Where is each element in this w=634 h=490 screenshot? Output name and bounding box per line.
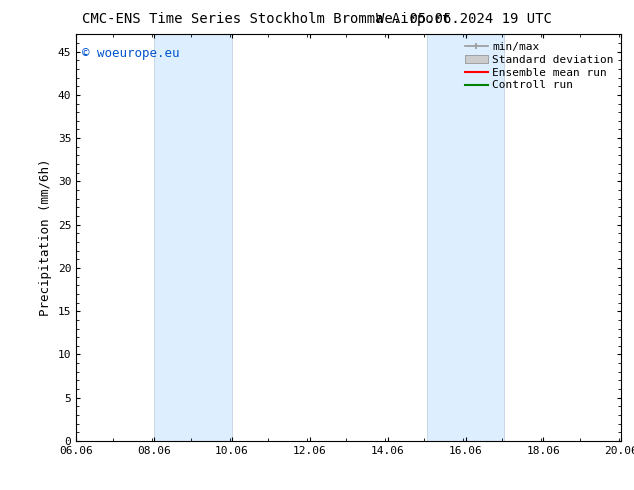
Text: CMC-ENS Time Series Stockholm Bromma Airport: CMC-ENS Time Series Stockholm Bromma Air…	[82, 12, 451, 26]
Bar	[427, 34, 505, 441]
Text: © woeurope.eu: © woeurope.eu	[82, 47, 179, 59]
Bar	[154, 34, 232, 441]
Y-axis label: Precipitation (mm/6h): Precipitation (mm/6h)	[39, 159, 52, 317]
Text: We. 05.06.2024 19 UTC: We. 05.06.2024 19 UTC	[376, 12, 552, 26]
Legend: min/max, Standard deviation, Ensemble mean run, Controll run: min/max, Standard deviation, Ensemble me…	[461, 38, 618, 95]
